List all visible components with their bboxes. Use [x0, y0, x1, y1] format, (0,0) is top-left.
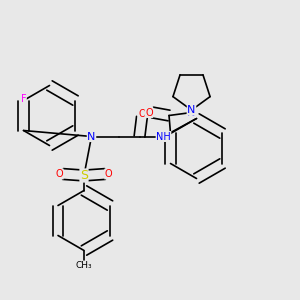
- Text: O: O: [56, 169, 63, 179]
- Text: O: O: [138, 109, 146, 119]
- Text: NH: NH: [156, 131, 171, 142]
- Text: S: S: [80, 169, 88, 182]
- Text: N: N: [187, 107, 196, 118]
- Text: F: F: [21, 94, 26, 104]
- Text: CH₃: CH₃: [76, 261, 92, 270]
- Text: N: N: [87, 131, 96, 142]
- Text: N: N: [187, 105, 196, 115]
- Text: O: O: [145, 107, 153, 118]
- Text: O: O: [105, 169, 112, 179]
